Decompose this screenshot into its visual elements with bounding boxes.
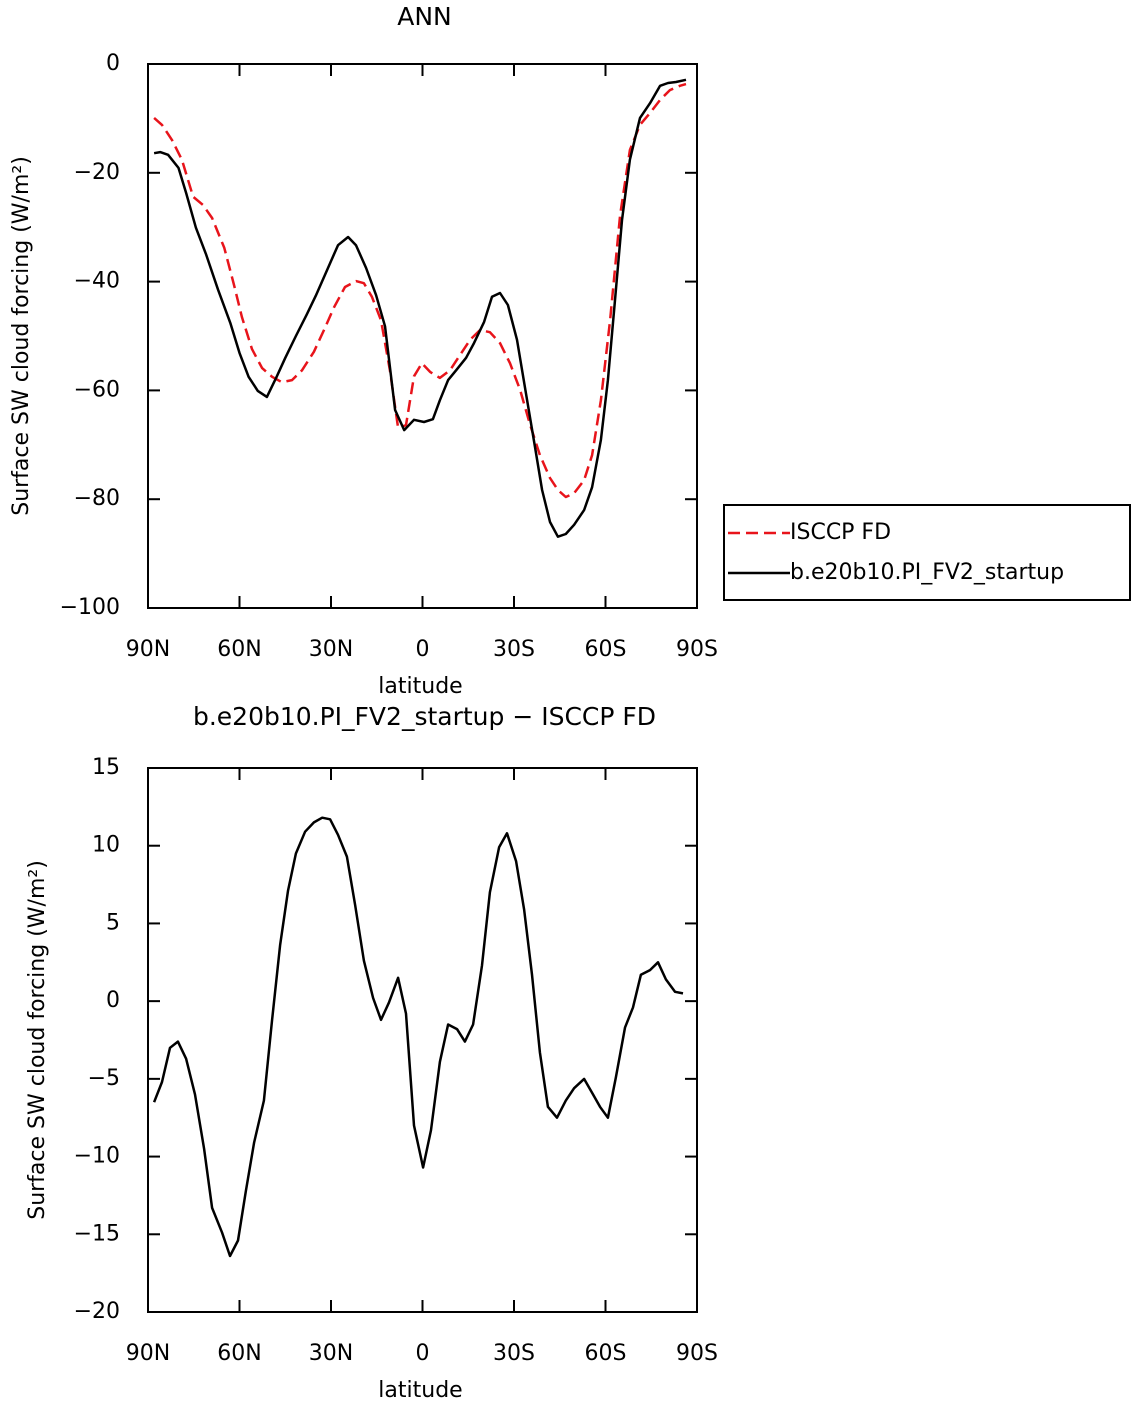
y-tick-label: −60 bbox=[74, 377, 120, 402]
y-axis-label: Surface SW cloud forcing (W/m²) bbox=[25, 860, 50, 1220]
x-tick-label: 60S bbox=[585, 1341, 627, 1366]
y-tick-label: −10 bbox=[74, 1144, 120, 1169]
x-tick-label: 30S bbox=[493, 1341, 535, 1366]
y-tick-label: 5 bbox=[106, 910, 120, 935]
x-tick-label: 60S bbox=[585, 637, 627, 662]
y-tick-label: 15 bbox=[92, 755, 120, 780]
legend-label: ISCCP FD bbox=[790, 520, 891, 545]
y-tick-label: −20 bbox=[74, 160, 120, 185]
y-axis-label: Surface SW cloud forcing (W/m²) bbox=[9, 156, 34, 516]
y-tick-label: −20 bbox=[74, 1299, 120, 1324]
plot-frame bbox=[147, 63, 698, 609]
x-tick-label: 60N bbox=[217, 637, 261, 662]
data-line bbox=[153, 78, 687, 538]
legend-label: b.e20b10.PI_FV2_startup bbox=[790, 560, 1064, 585]
chart-title: b.e20b10.PI_FV2_startup − ISCCP FD bbox=[193, 702, 656, 731]
x-tick-label: 30S bbox=[493, 637, 535, 662]
x-tick-label: 0 bbox=[416, 1341, 430, 1366]
chart-title: ANN bbox=[397, 2, 452, 31]
y-tick-label: −80 bbox=[74, 486, 120, 511]
data-line bbox=[153, 82, 687, 499]
y-tick-label: −100 bbox=[60, 595, 120, 620]
x-tick-label: 0 bbox=[416, 637, 430, 662]
x-tick-label: 30N bbox=[309, 1341, 353, 1366]
y-tick-label: −40 bbox=[74, 269, 120, 294]
x-tick-label: 60N bbox=[217, 1341, 261, 1366]
x-axis-label: latitude bbox=[378, 674, 462, 699]
y-tick-label: 10 bbox=[92, 833, 120, 858]
y-tick-label: 0 bbox=[106, 51, 120, 76]
y-tick-label: −5 bbox=[88, 1066, 120, 1091]
x-tick-label: 90S bbox=[676, 1341, 718, 1366]
y-tick-label: −15 bbox=[74, 1221, 120, 1246]
x-tick-label: 90N bbox=[126, 1341, 170, 1366]
y-tick-label: 0 bbox=[106, 988, 120, 1013]
legend-box bbox=[723, 504, 1131, 601]
data-line bbox=[152, 816, 684, 1258]
x-tick-label: 30N bbox=[309, 637, 353, 662]
x-tick-label: 90N bbox=[126, 637, 170, 662]
plot-frame bbox=[147, 767, 698, 1313]
x-tick-label: 90S bbox=[676, 637, 718, 662]
x-axis-label: latitude bbox=[378, 1378, 462, 1403]
